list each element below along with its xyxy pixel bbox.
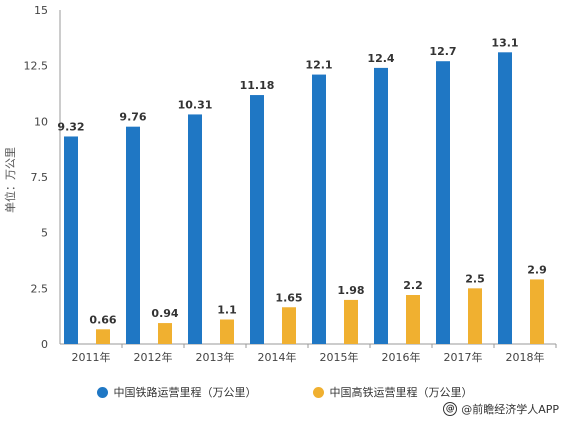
y-tick-label: 5 bbox=[41, 227, 48, 240]
y-tick-label: 0 bbox=[41, 338, 48, 351]
data-label-highspeed: 0.94 bbox=[151, 307, 178, 320]
credit-text: @前瞻经济学人APP bbox=[461, 403, 559, 416]
legend-label-railway: 中国铁路运营里程（万公里） bbox=[113, 386, 257, 399]
bar-railway bbox=[250, 95, 264, 344]
x-tick-label: 2017年 bbox=[444, 350, 483, 364]
data-label-railway: 9.76 bbox=[119, 111, 146, 124]
y-tick-label: 2.5 bbox=[31, 282, 49, 295]
y-tick-label: 7.5 bbox=[31, 171, 49, 184]
y-tick-label: 10 bbox=[34, 115, 48, 128]
y-tick-label: 12.5 bbox=[24, 60, 49, 73]
chart-legend: 中国铁路运营里程（万公里） 中国高铁运营里程（万公里） bbox=[0, 382, 569, 402]
data-label-highspeed: 2.2 bbox=[403, 279, 423, 292]
data-label-highspeed: 0.66 bbox=[89, 313, 116, 326]
data-label-highspeed: 2.9 bbox=[527, 263, 547, 276]
bar-railway bbox=[498, 52, 512, 344]
bar-highspeed bbox=[282, 307, 296, 344]
legend-label-highspeed: 中国高铁运营里程（万公里） bbox=[329, 386, 473, 399]
x-tick-label: 2011年 bbox=[72, 350, 111, 364]
bar-highspeed bbox=[530, 279, 544, 344]
x-tick-label: 2014年 bbox=[258, 350, 297, 364]
x-tick-label: 2012年 bbox=[134, 350, 173, 364]
data-label-railway: 13.1 bbox=[491, 36, 518, 49]
weibo-icon: @ bbox=[443, 402, 458, 416]
legend-item-highspeed: 中国高铁运营里程（万公里） bbox=[312, 382, 473, 402]
legend-dot-highspeed bbox=[312, 386, 324, 398]
x-tick-label: 2015年 bbox=[320, 350, 359, 364]
data-label-railway: 12.4 bbox=[367, 52, 394, 65]
bar-railway bbox=[64, 136, 78, 344]
bar-highspeed bbox=[220, 319, 234, 344]
x-tick-label: 2018年 bbox=[506, 350, 545, 364]
x-tick-label: 2013年 bbox=[196, 350, 235, 364]
y-axis-label: 单位：万公里 bbox=[3, 147, 17, 213]
bar-railway bbox=[126, 126, 140, 344]
bar-highspeed bbox=[406, 295, 420, 344]
legend-item-railway: 中国铁路运营里程（万公里） bbox=[96, 382, 257, 402]
y-tick-label: 15 bbox=[34, 4, 48, 17]
bar-railway bbox=[374, 67, 388, 344]
data-label-railway: 10.31 bbox=[178, 98, 213, 111]
source-credit: @ @前瞻经济学人APP bbox=[443, 401, 559, 417]
legend-dot-railway bbox=[96, 386, 108, 398]
data-label-highspeed: 1.98 bbox=[337, 284, 364, 297]
bar-highspeed bbox=[158, 323, 172, 344]
bar-chart: 0 2.5 5 7.5 10 12.5 15 9.32 0.66 9.76 0.94 10.31 1.… bbox=[3, 4, 557, 364]
bar-railway bbox=[436, 61, 450, 345]
data-label-railway: 12.1 bbox=[305, 59, 332, 72]
data-label-highspeed: 1.1 bbox=[217, 304, 237, 317]
bar-railway bbox=[188, 114, 202, 344]
bar-highspeed bbox=[96, 329, 110, 344]
data-label-railway: 12.7 bbox=[429, 45, 456, 58]
x-tick-label: 2016年 bbox=[382, 350, 421, 364]
data-label-railway: 9.32 bbox=[57, 120, 84, 133]
bar-railway bbox=[312, 74, 326, 344]
data-label-highspeed: 2.5 bbox=[465, 272, 485, 285]
data-label-highspeed: 1.65 bbox=[275, 291, 302, 304]
data-label-railway: 11.18 bbox=[240, 79, 275, 92]
bar-highspeed bbox=[344, 299, 358, 344]
bar-highspeed bbox=[468, 288, 482, 344]
